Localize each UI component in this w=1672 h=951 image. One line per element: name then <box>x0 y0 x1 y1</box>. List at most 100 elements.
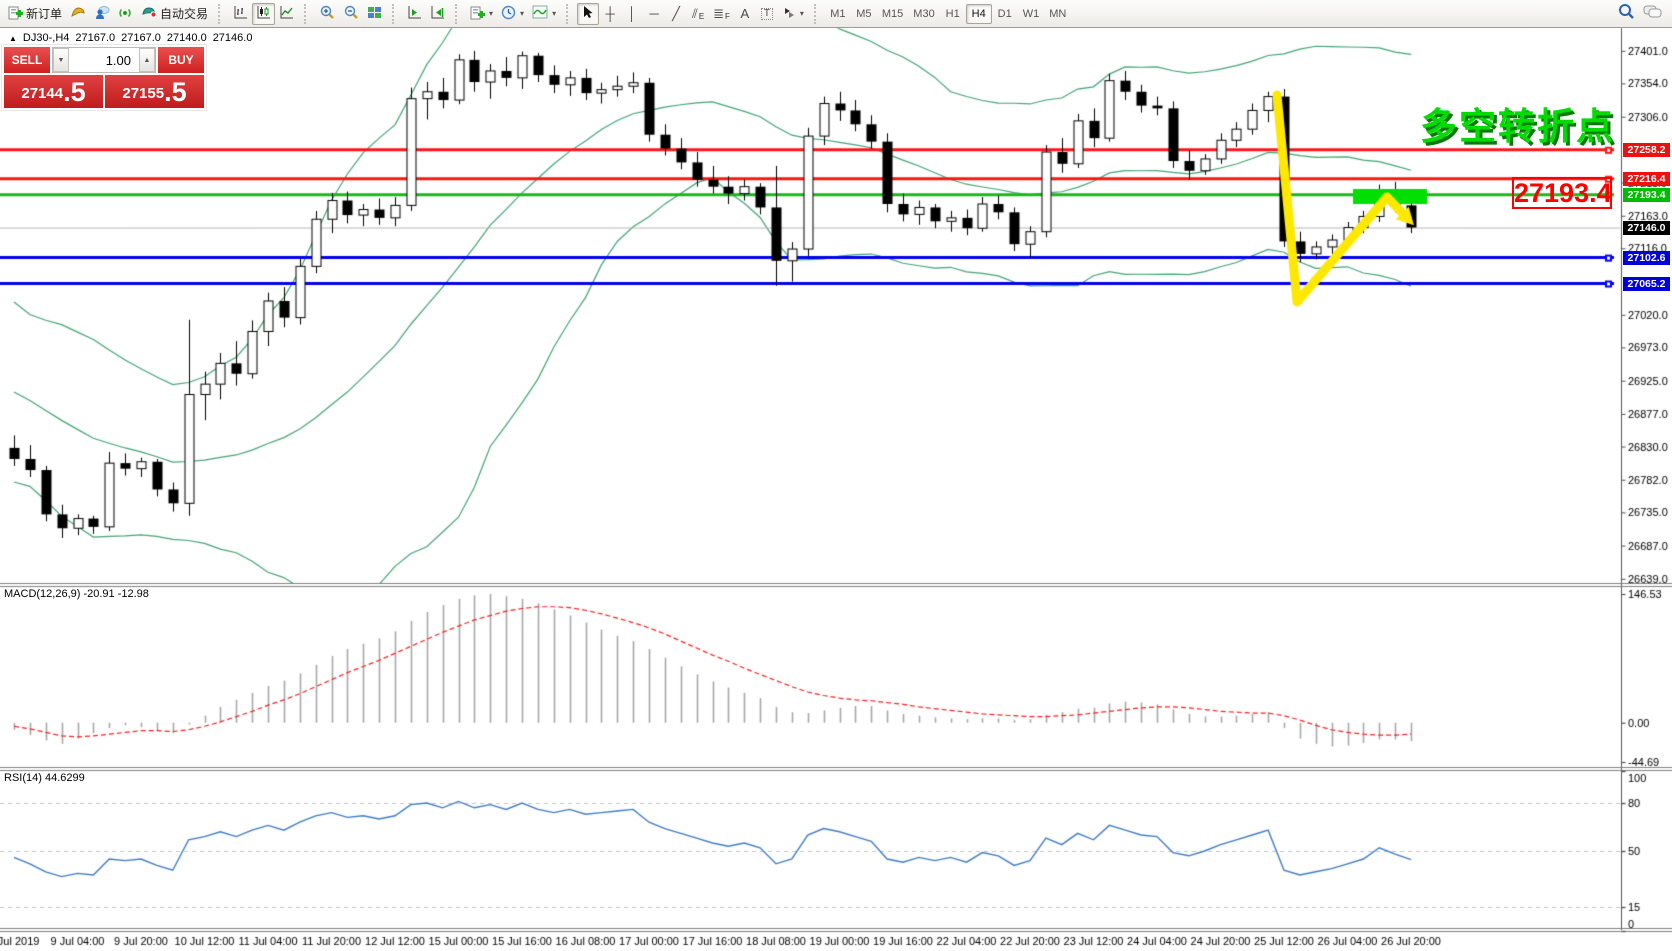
toolbar-separator <box>455 3 462 24</box>
chevron-down-icon: ▾ <box>489 9 494 18</box>
price-badge: 27216.4 <box>1623 171 1670 186</box>
toolbar-separator <box>218 3 225 24</box>
crosshair-button[interactable]: ┼ <box>599 3 621 25</box>
price-divider <box>103 75 105 108</box>
chevron-down-icon: ▾ <box>799 9 804 18</box>
chart-ohlc-header: ▲ DJ30-,H4 27167.0 27167.0 27140.0 27146… <box>6 31 256 45</box>
tab-timeframe-M5[interactable]: M5 <box>856 7 872 20</box>
zoom-in-button[interactable] <box>315 3 339 25</box>
auto-scroll-icon <box>430 5 445 22</box>
signals-icon <box>118 5 133 23</box>
search-icon[interactable] <box>1618 3 1635 25</box>
ohlc-open: 27167.0 <box>75 32 116 44</box>
bar-chart-button[interactable] <box>229 3 252 25</box>
current-price-badge: 27146.0 <box>1623 220 1670 235</box>
main-toolbar: 新订单 自动交易 <box>0 0 1672 28</box>
channel-button[interactable]: ⫽ E <box>692 6 705 21</box>
gold-hat-icon <box>70 5 86 22</box>
periods-button[interactable]: ▾ <box>497 3 528 25</box>
autotrading-button[interactable]: 自动交易 <box>137 3 212 25</box>
sell-price-main: 27144 <box>21 85 64 102</box>
line-chart-icon <box>279 5 294 22</box>
text-icon: A <box>740 6 750 21</box>
text-label-button[interactable]: T <box>756 3 778 25</box>
clock-icon <box>501 5 516 23</box>
toolbar-separator <box>304 3 311 24</box>
fibonacci-icon: ≣ <box>713 6 724 21</box>
tab-timeframe-M1[interactable]: M1 <box>830 7 846 20</box>
new-order-icon <box>8 5 23 23</box>
scroll-to-end-icon <box>407 5 422 22</box>
auto-scroll-button[interactable] <box>426 3 449 25</box>
arrows-button[interactable]: ▾ <box>778 3 808 25</box>
chat-icon[interactable] <box>1643 4 1662 24</box>
volume-increase-button[interactable]: ▲ <box>139 48 155 72</box>
tab-timeframe-M15[interactable]: M15 <box>881 7 904 20</box>
ohlc-low: 27140.0 <box>166 32 207 44</box>
sell-price-pip: .5 <box>63 77 86 107</box>
buy-price-main: 27155 <box>122 85 165 102</box>
tile-windows-button[interactable] <box>363 3 386 25</box>
signals-button[interactable] <box>114 3 137 25</box>
volume-value[interactable]: 1.00 <box>105 52 131 68</box>
indicators-button[interactable]: ▾ <box>528 3 560 25</box>
gold-hat-button[interactable] <box>66 3 90 25</box>
templates-icon <box>470 5 486 23</box>
symbol-period-label: DJ30-,H4 <box>22 32 70 44</box>
turning-point-annotation: 多空转折点 <box>1420 106 1615 147</box>
chevron-down-icon: ▾ <box>552 9 557 18</box>
text-button[interactable]: A <box>734 3 756 25</box>
price-badge: 27065.2 <box>1623 276 1670 291</box>
toolbar-separator <box>813 3 821 24</box>
fibonacci-button[interactable]: ≣ F <box>713 6 730 21</box>
crosshair-icon: ┼ <box>605 6 615 21</box>
volume-stepper: ▼ 1.00 ▲ <box>52 47 156 73</box>
toolbar-separator <box>566 3 573 24</box>
tab-timeframe-W1[interactable]: W1 <box>1022 7 1040 20</box>
cursor-button[interactable] <box>577 2 600 25</box>
tab-timeframe-M30[interactable]: M30 <box>913 7 935 20</box>
tab-timeframe-H4[interactable]: H4 <box>965 3 992 24</box>
community-user-button[interactable] <box>90 3 114 25</box>
price-callout-box: 27193.4 <box>1512 177 1612 209</box>
scroll-to-end-button[interactable] <box>403 3 426 25</box>
volume-decrease-button[interactable]: ▼ <box>53 48 69 72</box>
zoom-out-button[interactable] <box>339 3 363 25</box>
line-chart-button[interactable] <box>275 3 298 25</box>
text-label-icon: T <box>760 7 773 20</box>
zoom-in-icon <box>319 4 335 23</box>
candlestick-icon <box>256 5 271 22</box>
toolbar-separator <box>392 3 399 24</box>
sell-price[interactable]: 27144.5 <box>4 75 103 108</box>
ohlc-high: 27167.0 <box>121 32 161 44</box>
price-badge: 27258.2 <box>1623 142 1670 157</box>
chevron-down-icon: ▾ <box>520 9 525 18</box>
new-order-label: 新订单 <box>26 7 63 21</box>
collapse-panel-icon[interactable]: ▲ <box>9 33 17 43</box>
buy-button[interactable]: BUY <box>158 47 204 73</box>
horizontal-line-button[interactable]: ─ <box>643 3 665 25</box>
buy-price[interactable]: 27155.5 <box>105 75 204 108</box>
tab-timeframe-H1[interactable]: H1 <box>945 7 960 20</box>
vertical-line-button[interactable]: │ <box>621 3 643 25</box>
rsi-indicator-label: RSI(14) 44.6299 <box>4 772 85 784</box>
timeframe-buttons: M1 M5 M15 M30 H1 H4 D1 W1 MN <box>825 1 1071 27</box>
candlestick-chart-button[interactable] <box>252 2 276 25</box>
ohlc-close: 27146.0 <box>212 32 253 44</box>
autotrading-label: 自动交易 <box>160 7 209 21</box>
templates-button[interactable]: ▾ <box>466 3 497 25</box>
sell-button[interactable]: SELL <box>4 47 50 73</box>
channel-icon: ⫽ <box>692 6 698 21</box>
trendline-button[interactable]: ╱ <box>665 3 687 25</box>
tab-timeframe-D1[interactable]: D1 <box>997 7 1012 20</box>
price-badge: 27102.6 <box>1623 250 1670 265</box>
arrows-icon <box>782 6 796 21</box>
buy-price-pip: .5 <box>164 77 187 107</box>
new-order-button[interactable]: 新订单 <box>4 3 66 25</box>
zoom-out-icon <box>343 4 359 23</box>
tab-timeframe-MN[interactable]: MN <box>1049 7 1067 20</box>
trendline-icon: ╱ <box>672 6 680 21</box>
cursor-icon <box>582 5 594 22</box>
macd-indicator-label: MACD(12,26,9) -20.91 -12.98 <box>4 588 149 600</box>
